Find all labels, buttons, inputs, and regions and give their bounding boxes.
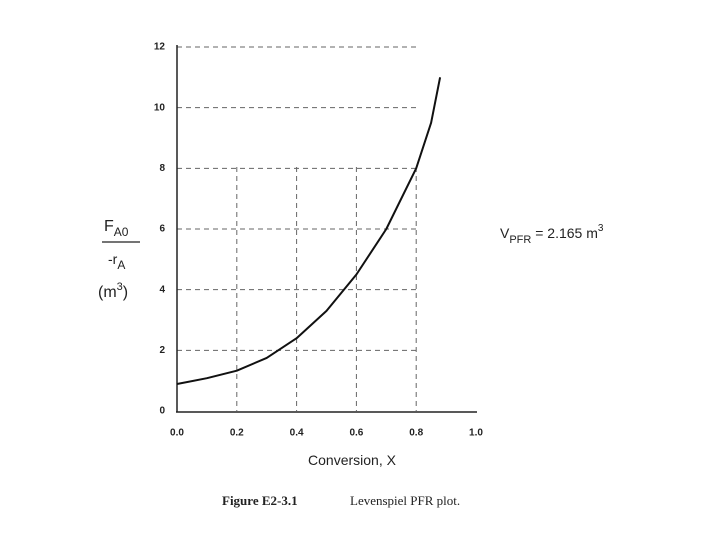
caption-label: Figure E2-3.1 [222,493,298,508]
y-label-numerator: FA0 [104,218,129,239]
caption: Figure E2-3.1 Levenspiel PFR plot. [222,493,460,508]
grid [177,46,417,411]
y-label-part: (m [98,284,117,301]
x-tick-label: 0.2 [230,428,244,439]
y-label-sub: A0 [114,225,129,239]
y-label-part: F [104,218,114,235]
y-tick-label: 8 [159,163,165,174]
annotation: VPFR = 2.165 m3 [500,223,604,246]
x-tick-label: 0.6 [349,428,363,439]
curve [176,77,442,385]
x-tick-label: 0.8 [409,428,423,439]
x-tick-label: 0.0 [170,428,184,439]
y-label-denominator: -rA [108,251,125,272]
x-tick-label: 0.4 [290,428,304,439]
y-tick-label: 6 [159,224,165,235]
x-tick-label: 1.0 [469,428,483,439]
y-label-part: ) [123,284,128,301]
annotation-sup: 3 [598,223,604,234]
y-tick-label: 0 [159,406,165,417]
x-axis-label: Conversion, X [308,452,397,468]
y-tick-label: 12 [154,42,166,53]
y-tick-label: 10 [154,102,166,113]
y-label-sup: 3 [117,281,123,293]
y-tick-label: 2 [159,345,165,356]
y-tick-label: 4 [159,284,165,295]
y-label-units: (m3) [98,281,128,301]
annotation-part: = 2.165 m [531,225,598,241]
y-label-sub: A [117,258,125,272]
annotation-part: V [500,225,510,241]
y-label-part: -r [108,251,118,267]
caption-text: Levenspiel PFR plot. [350,493,460,508]
annotation-sub: PFR [509,234,531,246]
